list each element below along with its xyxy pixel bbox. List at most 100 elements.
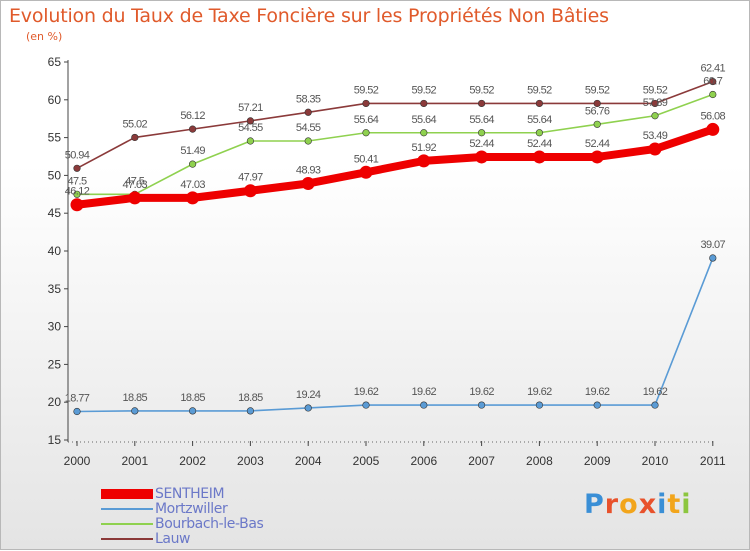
data-point-mortzwiller — [304, 404, 312, 412]
data-label-lauw: 56.12 — [180, 110, 205, 122]
data-label-bourbach-le-bas: 51.49 — [180, 145, 205, 157]
data-label-mortzwiller: 19.24 — [296, 389, 321, 401]
x-tick-label: 2008 — [526, 454, 553, 468]
legend-label: Mortzwiller — [155, 501, 228, 517]
data-point-sentheim — [475, 150, 489, 164]
data-point-bourbach-le-bas — [651, 112, 659, 120]
data-point-mortzwiller — [246, 407, 254, 415]
data-point-bourbach-le-bas — [73, 190, 81, 198]
legend-swatch — [101, 508, 153, 510]
data-label-bourbach-le-bas: 55.64 — [527, 114, 552, 126]
data-label-lauw: 59.52 — [412, 84, 437, 96]
legend-swatch — [101, 489, 153, 499]
data-label-lauw: 57.21 — [238, 102, 263, 114]
data-point-bourbach-le-bas — [362, 129, 370, 137]
data-point-sentheim — [301, 176, 315, 190]
data-point-lauw — [420, 99, 428, 108]
data-point-lauw — [651, 99, 659, 108]
data-point-sentheim — [706, 122, 720, 136]
series-line-mortzwiller — [76, 257, 714, 413]
data-point-sentheim — [590, 150, 604, 164]
legend-label: Bourbach-le-Bas — [155, 516, 264, 532]
data-point-lauw — [478, 99, 486, 108]
y-tick-label: 15 — [48, 433, 62, 447]
data-point-lauw — [304, 108, 312, 116]
data-point-sentheim — [128, 191, 142, 205]
data-label-lauw: 59.52 — [354, 84, 379, 96]
data-point-lauw — [535, 99, 544, 108]
data-point-bourbach-le-bas — [593, 120, 601, 128]
logo-letter: o — [619, 489, 639, 520]
data-label-bourbach-le-bas: 55.64 — [412, 114, 437, 126]
data-label-sentheim: 47.97 — [238, 172, 263, 184]
x-tick-label: 2000 — [64, 454, 91, 468]
data-point-bourbach-le-bas — [304, 137, 312, 145]
series-line-bourbach-le-bas — [76, 93, 714, 196]
legend-label: SENTHEIM — [155, 486, 225, 502]
data-label-lauw: 50.94 — [65, 149, 90, 161]
logo-letter: P — [584, 489, 605, 520]
data-label-mortzwiller: 19.62 — [354, 386, 379, 398]
data-label-mortzwiller: 19.62 — [643, 386, 668, 398]
data-point-sentheim — [243, 184, 257, 198]
data-label-sentheim: 56.08 — [701, 110, 726, 122]
data-point-mortzwiller — [651, 401, 659, 409]
logo-letter: r — [604, 489, 620, 520]
data-label-bourbach-le-bas: 47.5 — [125, 175, 144, 187]
data-label-mortzwiller: 18.85 — [180, 392, 205, 404]
data-label-lauw: 55.02 — [123, 118, 148, 130]
data-point-bourbach-le-bas — [420, 129, 428, 137]
y-tick-label: 50 — [48, 168, 62, 182]
data-label-sentheim: 47.03 — [180, 179, 205, 191]
data-label-sentheim: 52.44 — [585, 138, 610, 150]
data-label-lauw: 59.52 — [643, 84, 668, 96]
data-point-bourbach-le-bas — [478, 129, 486, 137]
data-point-lauw — [246, 117, 254, 125]
data-label-sentheim: 52.44 — [469, 138, 494, 150]
data-label-lauw: 59.52 — [469, 84, 494, 96]
data-label-lauw: 62.41 — [701, 63, 726, 75]
y-tick-label: 20 — [48, 395, 62, 409]
data-label-sentheim: 47.03 — [123, 179, 148, 191]
data-label-mortzwiller: 18.77 — [65, 392, 90, 404]
data-point-mortzwiller — [709, 254, 717, 262]
chart-title: Evolution du Taux de Taxe Foncière sur l… — [9, 5, 609, 27]
logo-letter: i — [681, 489, 692, 520]
x-tick-label: 2006 — [410, 454, 437, 468]
data-point-bourbach-le-bas — [709, 90, 717, 99]
x-tick-label: 2005 — [353, 454, 380, 468]
data-point-sentheim — [417, 154, 431, 168]
y-tick-label: 65 — [48, 55, 62, 69]
data-point-mortzwiller — [189, 407, 197, 415]
data-point-sentheim — [186, 191, 200, 205]
y-tick-label: 35 — [48, 282, 62, 296]
data-label-lauw: 58.35 — [296, 93, 321, 105]
logo-letter: x — [638, 489, 658, 520]
data-point-sentheim — [532, 150, 546, 164]
proxiti-logo: Proxiti — [584, 489, 692, 520]
logo-letter: t — [667, 489, 682, 520]
data-label-sentheim: 46.12 — [65, 186, 90, 198]
data-point-mortzwiller — [593, 401, 601, 409]
x-tick-label: 2009 — [584, 454, 611, 468]
data-point-lauw — [189, 125, 197, 133]
data-label-bourbach-le-bas: 56.76 — [585, 105, 610, 117]
y-tick-label: 45 — [48, 206, 62, 220]
series-line-sentheim — [73, 125, 717, 209]
data-label-bourbach-le-bas: 55.64 — [354, 114, 379, 126]
y-axis-unit: (en %) — [26, 30, 63, 43]
y-tick-label: 40 — [48, 244, 62, 258]
data-point-mortzwiller — [131, 407, 139, 415]
data-point-lauw — [131, 133, 139, 142]
data-label-sentheim: 50.41 — [354, 153, 379, 165]
x-tick-label: 2010 — [642, 454, 669, 468]
data-label-lauw: 59.52 — [527, 84, 552, 96]
data-point-mortzwiller — [535, 401, 544, 409]
data-label-bourbach-le-bas: 57.89 — [643, 97, 668, 109]
x-tick-label: 2011 — [700, 454, 726, 468]
legend-swatch — [101, 523, 153, 525]
data-point-lauw — [362, 99, 370, 108]
legend-label: Lauw — [155, 531, 191, 547]
data-label-bourbach-le-bas: 55.64 — [469, 114, 494, 126]
data-point-mortzwiller — [73, 407, 81, 416]
